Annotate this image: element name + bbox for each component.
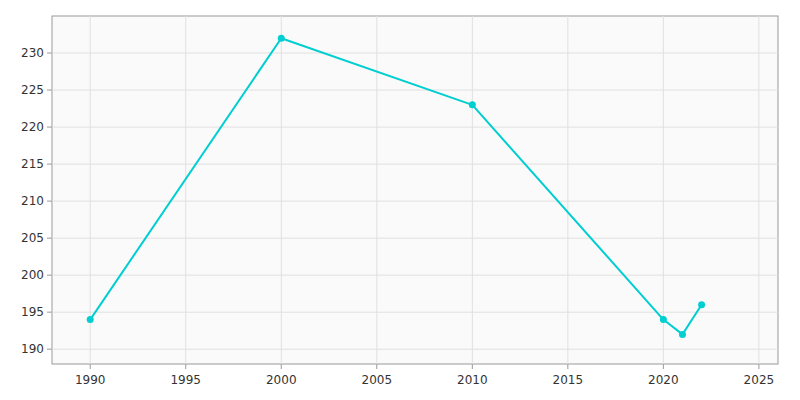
y-tick-label: 225 (21, 83, 44, 97)
x-tick (90, 364, 91, 369)
series-marker (698, 301, 705, 308)
series-line (90, 38, 701, 334)
y-grid-line (52, 349, 778, 350)
x-tick (758, 364, 759, 369)
y-grid-line (52, 127, 778, 128)
y-tick-label: 190 (21, 342, 44, 356)
series-marker (278, 35, 285, 42)
x-tick-label: 1995 (170, 373, 201, 387)
series (87, 35, 705, 338)
grid (52, 16, 778, 364)
y-tick (47, 312, 52, 313)
y-tick (47, 349, 52, 350)
chart-root: 1990 1995 2000 2005 2010 2015 2020 2025 190 195 20… (0, 0, 800, 400)
chart: 1990 1995 2000 2005 2010 2015 2020 2025 190 195 20… (0, 0, 800, 400)
x-tick (185, 364, 186, 369)
y-tick-label: 200 (21, 268, 44, 282)
y-grid-line (52, 164, 778, 165)
y-tick (47, 53, 52, 54)
x-tick (472, 364, 473, 369)
y-tick-label: 220 (21, 120, 44, 134)
series-marker (87, 316, 94, 323)
y-grid-line (52, 90, 778, 91)
y-tick-label: 205 (21, 231, 44, 245)
y-tick-label: 230 (21, 46, 44, 60)
y-tick (47, 275, 52, 276)
y-grid-line (52, 201, 778, 202)
y-tick (47, 164, 52, 165)
series-marker (469, 101, 476, 108)
x-tick-label: 2010 (457, 373, 488, 387)
y-grid-line (52, 238, 778, 239)
series-marker (660, 316, 667, 323)
x-tick-label: 2000 (266, 373, 297, 387)
axes: 1990 1995 2000 2005 2010 2015 2020 2025 190 195 20… (21, 46, 774, 387)
x-tick-label: 2005 (362, 373, 393, 387)
x-tick-label: 2015 (553, 373, 584, 387)
y-tick (47, 90, 52, 91)
x-tick (567, 364, 568, 369)
x-tick-label: 2025 (744, 373, 775, 387)
y-tick-label: 215 (21, 157, 44, 171)
plot-frame (52, 16, 778, 364)
y-grid-line (52, 312, 778, 313)
y-tick (47, 238, 52, 239)
y-tick-label: 195 (21, 305, 44, 319)
y-grid-line (52, 275, 778, 276)
x-tick-label: 2020 (648, 373, 679, 387)
y-grid-line (52, 53, 778, 54)
x-tick-label: 1990 (75, 373, 106, 387)
y-tick (47, 201, 52, 202)
x-tick (376, 364, 377, 369)
x-tick (281, 364, 282, 369)
x-tick (663, 364, 664, 369)
y-tick-label: 210 (21, 194, 44, 208)
series-marker (679, 331, 686, 338)
y-tick (47, 127, 52, 128)
